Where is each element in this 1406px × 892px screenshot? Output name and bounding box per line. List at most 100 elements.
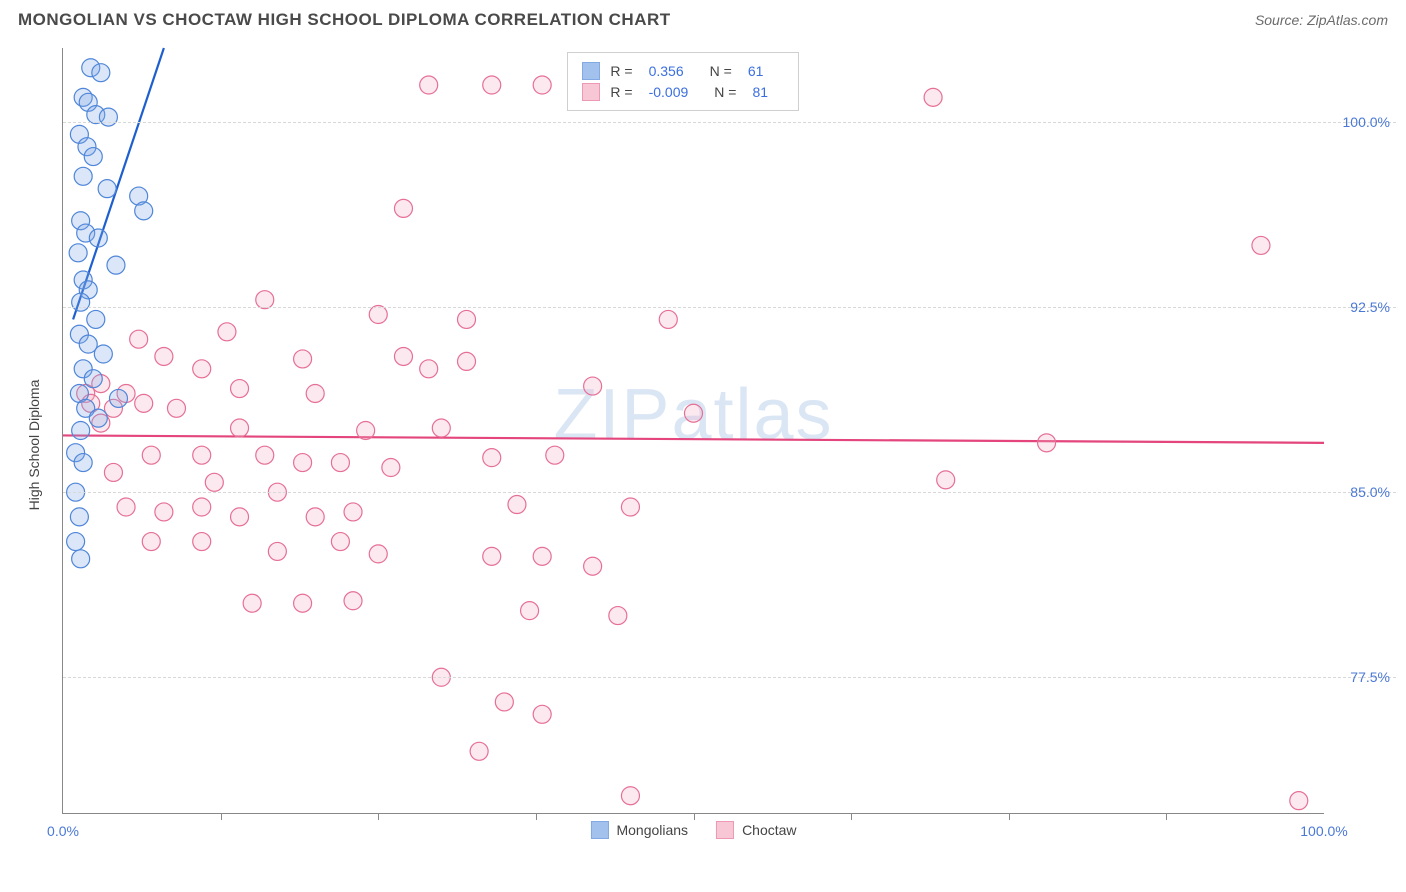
data-point xyxy=(924,88,942,106)
data-point xyxy=(94,345,112,363)
x-tick-label: 0.0% xyxy=(47,823,79,839)
data-point xyxy=(584,557,602,575)
data-point xyxy=(621,498,639,516)
y-tick-label: 100.0% xyxy=(1343,114,1390,130)
x-tick xyxy=(378,813,379,820)
data-point xyxy=(231,419,249,437)
data-point xyxy=(331,533,349,551)
data-point xyxy=(306,508,324,526)
data-point xyxy=(344,503,362,521)
data-point xyxy=(193,360,211,378)
data-point xyxy=(167,399,185,417)
x-tick xyxy=(1166,813,1167,820)
x-tick xyxy=(536,813,537,820)
data-point xyxy=(420,76,438,94)
data-point xyxy=(609,607,627,625)
chart-title: MONGOLIAN VS CHOCTAW HIGH SCHOOL DIPLOMA… xyxy=(18,10,671,30)
data-point xyxy=(458,352,476,370)
data-point xyxy=(92,64,110,82)
data-point xyxy=(155,503,173,521)
data-point xyxy=(256,446,274,464)
data-point xyxy=(357,422,375,440)
data-point xyxy=(937,471,955,489)
series-legend: Mongolians Choctaw xyxy=(590,821,796,839)
y-tick-label: 77.5% xyxy=(1350,669,1390,685)
gridline xyxy=(63,492,1396,493)
trend-line xyxy=(63,435,1324,442)
data-point xyxy=(74,454,92,472)
data-point xyxy=(72,422,90,440)
y-axis-label: High School Diploma xyxy=(26,380,42,511)
data-point xyxy=(369,306,387,324)
data-point xyxy=(218,323,236,341)
data-point xyxy=(508,496,526,514)
legend-label: Choctaw xyxy=(742,822,796,838)
data-point xyxy=(107,256,125,274)
swatch-icon xyxy=(716,821,734,839)
gridline xyxy=(63,122,1396,123)
data-point xyxy=(89,409,107,427)
data-point xyxy=(89,229,107,247)
data-point xyxy=(109,389,127,407)
data-point xyxy=(142,533,160,551)
data-point xyxy=(193,533,211,551)
data-point xyxy=(294,350,312,368)
data-point xyxy=(69,244,87,262)
data-point xyxy=(546,446,564,464)
data-point xyxy=(135,394,153,412)
data-point xyxy=(104,463,122,481)
data-point xyxy=(533,76,551,94)
data-point xyxy=(231,508,249,526)
data-point xyxy=(382,459,400,477)
chart-container: High School Diploma ZIPatlas R = 0.356 N… xyxy=(40,48,1396,842)
data-point xyxy=(621,787,639,805)
data-point xyxy=(67,533,85,551)
data-point xyxy=(483,547,501,565)
data-point xyxy=(256,291,274,309)
data-point xyxy=(685,404,703,422)
data-point xyxy=(470,742,488,760)
data-point xyxy=(533,705,551,723)
data-point xyxy=(99,108,117,126)
data-point xyxy=(135,202,153,220)
data-point xyxy=(420,360,438,378)
data-point xyxy=(268,542,286,560)
data-point xyxy=(72,550,90,568)
data-point xyxy=(584,377,602,395)
data-point xyxy=(117,498,135,516)
data-point xyxy=(533,547,551,565)
plot-area: ZIPatlas R = 0.356 N = 61 R = -0.009 N =… xyxy=(62,48,1324,814)
data-point xyxy=(72,293,90,311)
data-point xyxy=(483,76,501,94)
data-point xyxy=(521,602,539,620)
data-point xyxy=(659,310,677,328)
data-point xyxy=(193,446,211,464)
x-tick xyxy=(221,813,222,820)
data-point xyxy=(369,545,387,563)
gridline xyxy=(63,307,1396,308)
x-tick xyxy=(694,813,695,820)
data-point xyxy=(294,454,312,472)
data-point xyxy=(84,148,102,166)
source-label: Source: ZipAtlas.com xyxy=(1255,12,1388,28)
data-point xyxy=(74,167,92,185)
data-point xyxy=(331,454,349,472)
data-point xyxy=(495,693,513,711)
data-point xyxy=(205,473,223,491)
data-point xyxy=(1290,792,1308,810)
data-point xyxy=(130,330,148,348)
data-point xyxy=(1038,434,1056,452)
data-point xyxy=(432,419,450,437)
swatch-icon xyxy=(590,821,608,839)
data-point xyxy=(394,347,412,365)
legend-item: Mongolians xyxy=(590,821,688,839)
data-point xyxy=(394,199,412,217)
data-point xyxy=(483,449,501,467)
data-point xyxy=(193,498,211,516)
scatter-svg xyxy=(63,48,1324,813)
data-point xyxy=(98,180,116,198)
data-point xyxy=(306,384,324,402)
x-tick-label: 100.0% xyxy=(1300,823,1347,839)
legend-label: Mongolians xyxy=(616,822,688,838)
data-point xyxy=(142,446,160,464)
